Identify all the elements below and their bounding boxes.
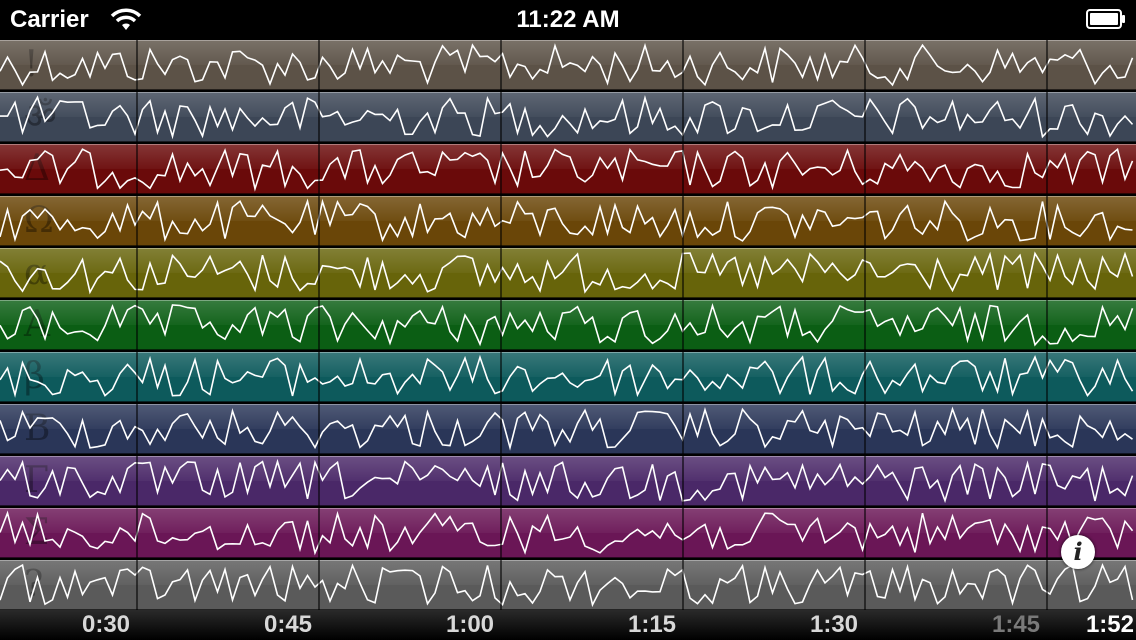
track-5[interactable]: A bbox=[0, 300, 1136, 350]
track-7[interactable]: B bbox=[0, 404, 1136, 454]
timeline-tick: 1:45 bbox=[991, 611, 1041, 638]
track-waveform bbox=[0, 458, 1134, 504]
track-9[interactable]: Σ bbox=[0, 508, 1136, 558]
carrier-label: Carrier bbox=[10, 6, 89, 33]
track-6[interactable]: β bbox=[0, 352, 1136, 402]
track-0[interactable]: ! bbox=[0, 40, 1136, 90]
track-waveform bbox=[0, 251, 1134, 295]
timeline-ruler[interactable]: 0:30 0:45 1:00 1:15 1:30 1:45 1:52 bbox=[0, 610, 1136, 640]
track-waveform bbox=[0, 198, 1133, 243]
track-symbol: ॐ bbox=[24, 96, 57, 137]
track-waveform bbox=[0, 147, 1134, 192]
track-4[interactable]: α bbox=[0, 248, 1136, 298]
track-10[interactable]: ? bbox=[0, 560, 1136, 610]
wifi-icon bbox=[110, 8, 142, 37]
track-waveform bbox=[0, 406, 1133, 451]
timeline-tick: 1:30 bbox=[809, 611, 859, 638]
track-symbol: Γ bbox=[24, 460, 49, 501]
track-symbol: B bbox=[24, 408, 51, 449]
track-symbol: Ω bbox=[24, 200, 54, 241]
timeline-tick: 1:15 bbox=[627, 611, 677, 638]
track-waveform bbox=[0, 303, 1134, 347]
track-waveform bbox=[0, 563, 1134, 608]
current-time: 1:52 bbox=[1085, 611, 1134, 638]
info-button[interactable]: i bbox=[1061, 535, 1095, 569]
track-3[interactable]: Ω bbox=[0, 196, 1136, 246]
battery-icon bbox=[1086, 9, 1126, 34]
track-8[interactable]: Γ bbox=[0, 456, 1136, 506]
track-waveform bbox=[0, 510, 1134, 556]
track-symbol: α bbox=[24, 252, 49, 293]
timeline-tick: 0:30 bbox=[81, 611, 131, 638]
track-symbol: β bbox=[24, 356, 45, 397]
track-waveform bbox=[0, 42, 1134, 87]
track-symbol: Δ bbox=[24, 148, 50, 189]
timeline-tick: 0:45 bbox=[263, 611, 313, 638]
track-waveform bbox=[0, 95, 1134, 140]
timeline-tick: 1:00 bbox=[445, 611, 495, 638]
status-bar: Carrier 11:22 AM bbox=[0, 0, 1136, 40]
track-waveform bbox=[0, 354, 1134, 398]
info-icon: i bbox=[1073, 537, 1083, 566]
track-1[interactable]: ॐ bbox=[0, 92, 1136, 142]
track-2[interactable]: Δ bbox=[0, 144, 1136, 194]
status-time: 11:22 AM bbox=[516, 6, 620, 33]
